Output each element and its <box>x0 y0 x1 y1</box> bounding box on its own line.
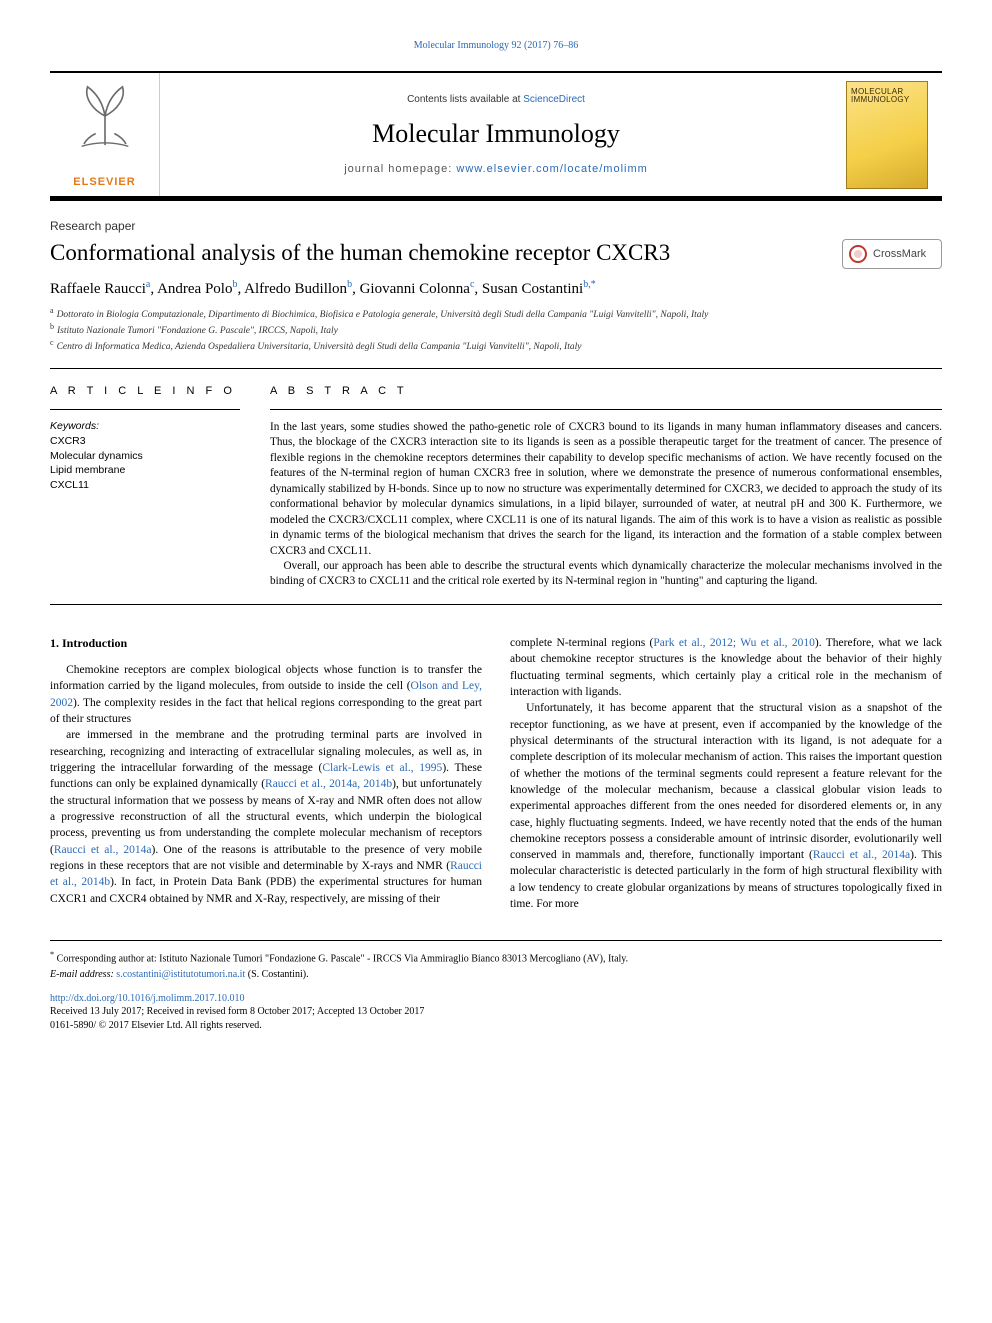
keyword: CXCR3 <box>50 434 240 449</box>
author: Andrea Polob <box>157 281 237 297</box>
affiliation-link[interactable]: b,* <box>583 279 596 290</box>
publisher-block: ELSEVIER <box>50 73 160 196</box>
abstract-paragraph: In the last years, some studies showed t… <box>270 420 942 559</box>
citation-link[interactable]: Raucci et al., 2014a <box>813 849 910 861</box>
body-paragraph: Chemokine receptors are complex biologic… <box>50 662 482 727</box>
homepage-prefix: journal homepage: <box>344 163 456 175</box>
keyword: Lipid membrane <box>50 463 240 478</box>
abstract-text: In the last years, some studies showed t… <box>270 420 942 590</box>
footnotes: * Corresponding author at: Istituto Nazi… <box>50 940 942 1032</box>
corresponding-email-link[interactable]: s.costantini@istitutotumori.na.it <box>116 969 245 980</box>
keywords-heading: Keywords: <box>50 420 240 432</box>
elsevier-tree-icon <box>70 81 140 151</box>
crossmark-icon <box>849 245 867 263</box>
keyword: CXCL11 <box>50 478 240 493</box>
body-paragraph: Unfortunately, it has become apparent th… <box>510 700 942 912</box>
body-paragraph: are immersed in the membrane and the pro… <box>50 727 482 907</box>
author: Raffaele Rauccia <box>50 281 150 297</box>
publisher-name: ELSEVIER <box>73 176 135 188</box>
corr-marker: * <box>50 950 54 959</box>
crossmark-label: CrossMark <box>873 248 926 260</box>
corresponding-email-line: E-mail address: s.costantini@istitutotum… <box>50 968 942 982</box>
article-body: 1. Introduction Chemokine receptors are … <box>50 635 942 913</box>
keywords-list: CXCR3 Molecular dynamics Lipid membrane … <box>50 434 240 493</box>
abstract-heading: A B S T R A C T <box>270 385 942 397</box>
journal-homepage-link[interactable]: www.elsevier.com/locate/molimm <box>456 163 647 175</box>
article-title: Conformational analysis of the human che… <box>50 239 822 268</box>
citation-link[interactable]: Raucci et al., 2014a <box>54 844 152 856</box>
citation-link[interactable]: Clark-Lewis et al., 1995 <box>322 762 442 774</box>
journal-masthead: ELSEVIER Contents lists available at Sci… <box>50 71 942 201</box>
article-history: Received 13 July 2017; Received in revis… <box>50 1005 942 1019</box>
article-info-heading: A R T I C L E I N F O <box>50 385 240 397</box>
article-type: Research paper <box>50 219 942 233</box>
journal-cover-thumbnail: MOLECULAR IMMUNOLOGY <box>846 81 928 189</box>
journal-homepage-line: journal homepage: www.elsevier.com/locat… <box>344 163 648 175</box>
affiliation-link[interactable]: b <box>232 279 237 290</box>
affiliation-list: aDottorato in Biologia Computazionale, D… <box>50 306 942 354</box>
body-paragraph: complete N-terminal regions (Park et al.… <box>510 635 942 700</box>
abstract-paragraph: Overall, our approach has been able to d… <box>270 559 942 590</box>
citation-link[interactable]: Park et al., 2012; Wu et al., 2010 <box>653 637 815 649</box>
affiliation: aDottorato in Biologia Computazionale, D… <box>50 306 942 322</box>
affiliation-link[interactable]: a <box>146 279 150 290</box>
email-label: E-mail address: <box>50 969 116 980</box>
corresponding-author-note: * Corresponding author at: Istituto Nazi… <box>50 949 942 966</box>
journal-title: Molecular Immunology <box>372 119 620 149</box>
citation-link[interactable]: Raucci et al., 2014a, 2014b <box>265 778 392 790</box>
copyright-line: 0161-5890/ © 2017 Elsevier Ltd. All righ… <box>50 1019 942 1033</box>
section-heading: 1. Introduction <box>50 635 482 652</box>
contents-line: Contents lists available at ScienceDirec… <box>407 94 585 105</box>
journal-cover-title: MOLECULAR IMMUNOLOGY <box>851 88 923 106</box>
rule <box>50 604 942 605</box>
sciencedirect-link[interactable]: ScienceDirect <box>523 94 585 105</box>
running-header: Molecular Immunology 92 (2017) 76–86 <box>50 40 942 51</box>
affiliation-link[interactable]: b <box>347 279 352 290</box>
affiliation-link[interactable]: c <box>470 279 474 290</box>
crossmark-badge[interactable]: CrossMark <box>842 239 942 269</box>
doi-link[interactable]: http://dx.doi.org/10.1016/j.molimm.2017.… <box>50 992 942 1006</box>
author: Susan Costantinib,* <box>482 281 596 297</box>
contents-prefix: Contents lists available at <box>407 94 523 105</box>
affiliation: cCentro di Informatica Medica, Azienda O… <box>50 338 942 354</box>
author-list: Raffaele Rauccia, Andrea Polob, Alfredo … <box>50 279 942 298</box>
affiliation: bIstituto Nazionale Tumori "Fondazione G… <box>50 322 942 338</box>
author: Alfredo Budillonb <box>244 281 352 297</box>
keyword: Molecular dynamics <box>50 449 240 464</box>
rule <box>50 409 240 410</box>
rule <box>270 409 942 410</box>
author: Giovanni Colonnac <box>360 281 475 297</box>
